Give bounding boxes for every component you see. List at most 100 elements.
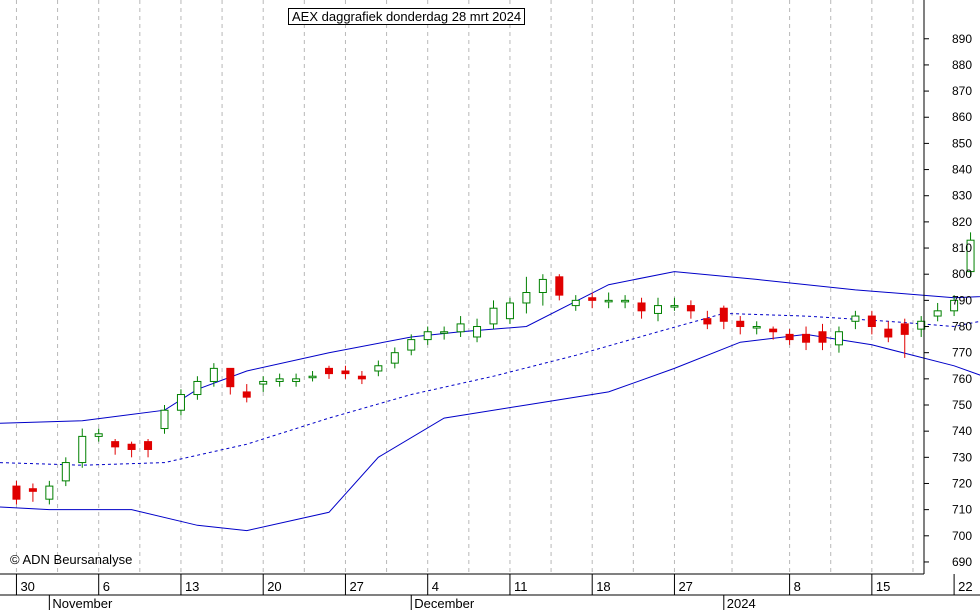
candle — [45, 480, 54, 505]
y-tick-label: 860 — [952, 110, 972, 124]
x-tick-label: 22 — [958, 579, 972, 594]
candle-body — [571, 299, 580, 307]
candle — [966, 232, 975, 277]
candle-body — [752, 326, 761, 329]
candle — [522, 276, 531, 314]
candle — [374, 360, 383, 377]
candle — [637, 297, 646, 319]
y-tick-label: 890 — [952, 32, 972, 46]
candle-body — [61, 462, 70, 482]
candle — [160, 405, 169, 434]
candle-body — [308, 375, 317, 379]
candle-body — [950, 299, 959, 312]
chart-title: AEX daggrafiek donderdag 28 mrt 2024 — [288, 8, 526, 25]
candle — [242, 384, 251, 403]
candle-body — [736, 320, 745, 328]
candle — [505, 297, 514, 324]
x-tick-label: 11 — [514, 579, 528, 594]
y-tick-label: 790 — [952, 293, 972, 307]
candlesticks — [12, 232, 975, 505]
candle — [950, 295, 959, 317]
candle-body — [785, 333, 794, 341]
candle-body — [407, 339, 416, 351]
month-label: November — [52, 596, 113, 610]
bollinger-upper-line — [0, 271, 980, 424]
candle — [555, 274, 564, 301]
candle-body — [259, 380, 268, 385]
candle-body — [802, 333, 811, 343]
candle-body — [686, 305, 695, 312]
candle-body — [28, 488, 37, 492]
candle-body — [226, 367, 235, 388]
candle — [686, 300, 695, 319]
y-tick-label: 870 — [952, 84, 972, 98]
candle — [818, 323, 827, 351]
y-tick-label: 780 — [952, 320, 972, 334]
y-tick-label: 740 — [952, 424, 972, 438]
candle-body — [522, 292, 531, 304]
x-tick-label: 20 — [267, 579, 281, 594]
candle — [292, 373, 301, 387]
y-tick-label: 850 — [952, 136, 972, 150]
candle-body — [851, 315, 860, 322]
y-tick-label: 750 — [952, 398, 972, 412]
candle — [28, 483, 37, 502]
candle-body — [473, 326, 482, 338]
candle-body — [505, 302, 514, 320]
candle — [802, 326, 811, 351]
candle-body — [867, 315, 876, 328]
bollinger-lower-line — [0, 333, 980, 532]
candle-body — [275, 378, 284, 382]
candle-body — [45, 485, 54, 500]
candle — [94, 428, 103, 442]
candle-body — [390, 352, 399, 364]
candle-body — [719, 307, 728, 322]
candle — [851, 310, 860, 330]
candle-body — [604, 299, 613, 303]
gridlines — [15, 0, 914, 574]
y-tick-label: 760 — [952, 372, 972, 386]
candle — [341, 365, 350, 379]
bollinger-bands — [0, 271, 980, 532]
candle-body — [325, 367, 333, 375]
candle — [61, 457, 70, 487]
candle-body — [489, 307, 498, 325]
candle — [604, 292, 613, 309]
x-tick-label: 27 — [678, 579, 692, 594]
candle — [769, 326, 778, 340]
candle-body — [341, 370, 350, 375]
candle-body — [933, 310, 942, 317]
x-tick-label: 15 — [876, 579, 890, 594]
candle-body — [818, 331, 827, 343]
bollinger-middle-line — [0, 312, 980, 466]
candle — [489, 300, 498, 330]
candle-body — [703, 318, 712, 325]
candle — [127, 441, 136, 458]
candle-body — [884, 328, 893, 338]
candle — [867, 310, 876, 335]
candle — [275, 373, 284, 387]
candle — [176, 389, 185, 416]
candle — [884, 321, 893, 343]
candle-body — [209, 367, 218, 382]
candle — [752, 321, 761, 335]
candle-body — [193, 380, 202, 396]
y-tick-label: 700 — [952, 529, 972, 543]
candle-body — [834, 331, 843, 346]
y-tick-label: 720 — [952, 476, 972, 490]
candle-body — [242, 391, 251, 398]
candle-body — [654, 305, 662, 314]
candle-body — [357, 375, 366, 380]
candle — [703, 310, 712, 330]
candle-body — [900, 323, 909, 335]
candle — [357, 370, 366, 385]
candle — [456, 316, 465, 337]
y-tick-label: 770 — [952, 346, 972, 360]
y-tick-label: 880 — [952, 58, 972, 72]
candle-body — [423, 331, 432, 341]
x-tick-label: 6 — [103, 579, 110, 594]
copyright-label: © ADN Beursanalyse — [10, 552, 133, 567]
candle — [900, 318, 909, 358]
